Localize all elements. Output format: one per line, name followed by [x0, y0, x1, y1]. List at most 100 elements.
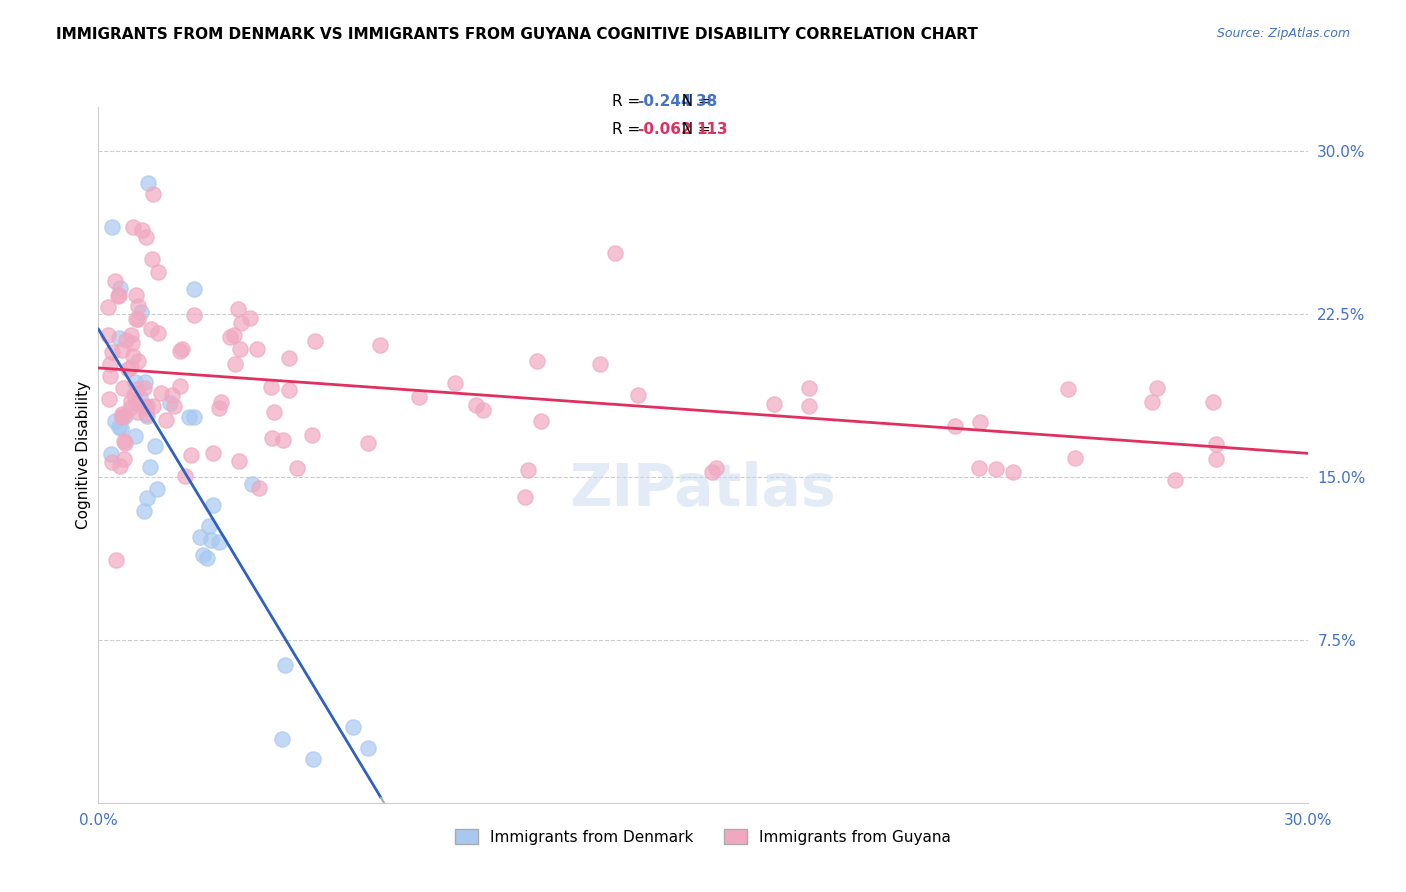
Point	[98, 369, 121, 384]
Point	[526, 353, 548, 368]
Point	[143, 439, 166, 453]
Point	[134, 400, 156, 414]
Point	[1140, 395, 1163, 409]
Point	[240, 477, 263, 491]
Point	[118, 401, 141, 416]
Point	[112, 452, 135, 467]
Point	[967, 460, 990, 475]
Point	[304, 334, 326, 348]
Point	[246, 342, 269, 356]
Point	[141, 252, 163, 267]
Text: R =: R =	[612, 122, 645, 137]
Point	[108, 288, 131, 302]
Point	[1064, 450, 1087, 465]
Point	[408, 390, 430, 404]
Text: R =: R =	[612, 94, 645, 109]
Point	[114, 409, 136, 423]
Point	[259, 380, 281, 394]
Point	[173, 468, 195, 483]
Point	[120, 394, 142, 409]
Point	[97, 327, 120, 342]
Point	[111, 407, 134, 421]
Point	[155, 412, 177, 426]
Point	[107, 331, 129, 345]
Point	[247, 481, 270, 495]
Point	[226, 301, 249, 316]
Point	[302, 752, 325, 766]
Point	[589, 358, 612, 372]
Point	[172, 343, 194, 357]
Point	[444, 376, 467, 390]
Point	[100, 219, 122, 234]
Point	[101, 345, 124, 359]
Point	[114, 435, 136, 450]
Point	[605, 246, 627, 260]
Point	[271, 731, 294, 746]
Point	[183, 309, 205, 323]
Point	[121, 336, 143, 351]
Point	[799, 381, 821, 395]
Point	[132, 503, 155, 517]
Point	[224, 327, 246, 342]
Text: 38: 38	[696, 94, 717, 109]
Point	[146, 265, 169, 279]
Point	[513, 490, 536, 504]
Point	[117, 361, 139, 376]
Point	[943, 419, 966, 434]
Point	[100, 448, 122, 462]
Point	[135, 409, 157, 424]
Point	[224, 357, 246, 371]
Point	[357, 436, 380, 450]
Point	[342, 720, 364, 734]
Point	[127, 405, 149, 419]
Point	[627, 388, 650, 402]
Point	[122, 219, 145, 234]
Point	[1205, 451, 1227, 466]
Text: IMMIGRANTS FROM DENMARK VS IMMIGRANTS FROM GUYANA COGNITIVE DISABILITY CORRELATI: IMMIGRANTS FROM DENMARK VS IMMIGRANTS FR…	[56, 27, 979, 42]
Point	[183, 282, 205, 296]
Point	[127, 299, 149, 313]
Point	[195, 551, 218, 566]
Point	[239, 311, 262, 326]
Point	[142, 399, 165, 413]
Point	[136, 176, 159, 190]
Point	[368, 338, 391, 352]
Point	[160, 388, 183, 402]
Point	[285, 461, 308, 475]
Point	[357, 741, 380, 756]
Point	[273, 657, 295, 672]
Point	[530, 413, 553, 427]
Point	[146, 326, 169, 340]
Point	[169, 343, 191, 358]
Point	[125, 382, 148, 396]
Point	[136, 491, 159, 505]
Point	[762, 397, 785, 411]
Point	[112, 381, 135, 395]
Point	[125, 287, 148, 301]
Point	[122, 387, 145, 401]
Point	[984, 462, 1007, 476]
Point	[127, 353, 149, 368]
Point	[202, 498, 225, 512]
Point	[107, 289, 129, 303]
Point	[209, 395, 232, 409]
Point	[97, 300, 120, 314]
Point	[278, 383, 301, 397]
Point	[98, 392, 121, 407]
Point	[134, 375, 156, 389]
Point	[111, 343, 134, 358]
Point	[104, 275, 127, 289]
Point	[191, 549, 214, 563]
Point	[107, 419, 129, 434]
Point	[124, 429, 146, 443]
Point	[700, 465, 723, 479]
Point	[1205, 437, 1227, 451]
Point	[141, 322, 163, 336]
Text: ZIPatlas: ZIPatlas	[569, 461, 837, 518]
Point	[704, 460, 727, 475]
Point	[464, 398, 486, 412]
Point	[1056, 382, 1078, 396]
Point	[127, 312, 149, 326]
Point	[134, 399, 156, 413]
Point	[183, 409, 205, 424]
